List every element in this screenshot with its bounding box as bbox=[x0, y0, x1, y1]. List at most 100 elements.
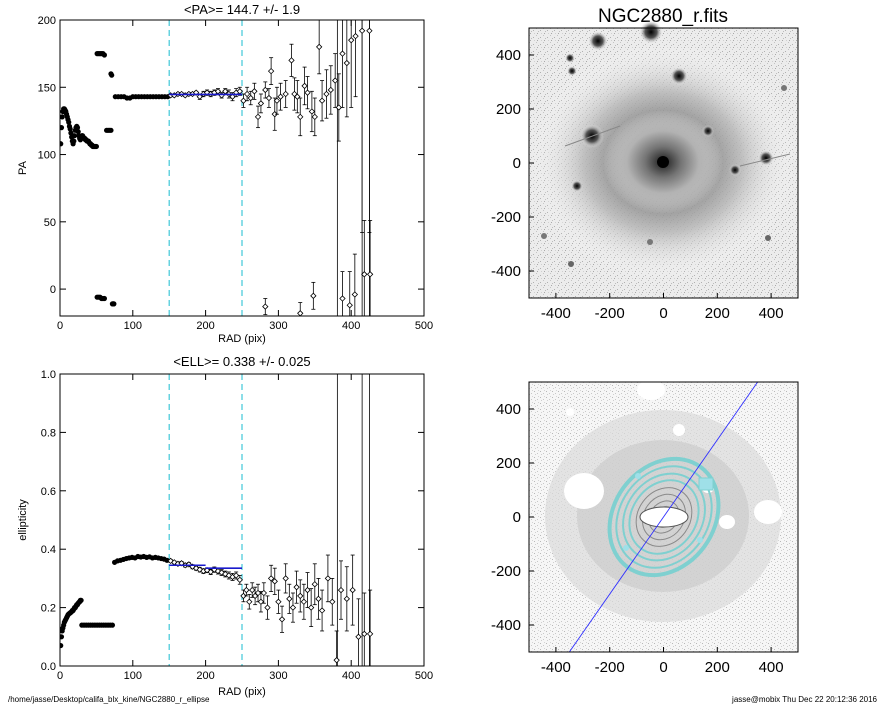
pa-diamond-point bbox=[229, 93, 236, 100]
pa-point bbox=[60, 125, 65, 131]
ell-diamond-point bbox=[300, 598, 308, 605]
pa-xtick-label: 400 bbox=[342, 320, 360, 332]
pa-point bbox=[71, 133, 78, 139]
pa-xtick-label: 100 bbox=[124, 320, 142, 332]
ell-diamond-point bbox=[315, 595, 322, 603]
ell-point bbox=[78, 597, 84, 603]
ell-diamond-point bbox=[233, 572, 240, 579]
pa-point bbox=[68, 130, 74, 136]
pa-point bbox=[109, 72, 115, 78]
pa-point bbox=[75, 129, 81, 135]
ell-xtick-label: 200 bbox=[196, 670, 214, 682]
pa-diamond-point bbox=[271, 111, 278, 118]
ell-diamond-point bbox=[366, 630, 374, 638]
ell-diamond-point bbox=[282, 575, 289, 582]
pa-diamond-point bbox=[247, 94, 254, 102]
ell-diamond-point bbox=[260, 589, 268, 597]
ell-diamond-point bbox=[329, 598, 336, 605]
ell-diamond-point bbox=[246, 598, 253, 605]
pa-point bbox=[111, 301, 117, 307]
pa-ylabel: PA bbox=[17, 160, 29, 175]
galaxy-image-panel: NGC2880_r.fits -400 -200 0 200 400 -400 bbox=[491, 6, 799, 322]
ell-ytick-label: 0.0 bbox=[41, 661, 56, 673]
pa-xlabel: RAD (pix) bbox=[218, 333, 266, 345]
ell-diamond-point bbox=[249, 586, 256, 594]
contour-image-ytick-label: -400 bbox=[491, 617, 521, 634]
pa-point bbox=[60, 141, 64, 147]
ell-xtick-label: 500 bbox=[415, 670, 433, 682]
contour-image-xtick-label: 200 bbox=[705, 659, 730, 676]
pa-axes: 0 100 200 300 400 500 0 50 100 150 200 bbox=[38, 15, 434, 332]
pa-diamond-point bbox=[240, 97, 247, 104]
ell-diamond-point bbox=[214, 567, 222, 575]
ell-diamond-point bbox=[271, 578, 278, 585]
image-xtick-label: -400 bbox=[541, 305, 571, 322]
masked-galaxy-image bbox=[529, 380, 798, 652]
pa-data-marks bbox=[60, 20, 374, 316]
contour-image-ytick-label: -200 bbox=[491, 563, 521, 580]
pa-diamond-point bbox=[218, 92, 225, 99]
pa-ytick-label: 100 bbox=[38, 150, 56, 162]
ell-data-marks bbox=[60, 374, 374, 666]
contour-image-xtick-label: 400 bbox=[759, 659, 784, 676]
ell-diamond-point bbox=[333, 656, 340, 664]
pa-xtick-label: 500 bbox=[415, 320, 433, 332]
pa-diamond-point bbox=[265, 94, 273, 102]
image-ytick-label: 0 bbox=[513, 155, 521, 172]
pa-diamond-point bbox=[351, 291, 359, 298]
pa-diamond-point bbox=[251, 88, 258, 95]
ell-frame bbox=[59, 373, 425, 667]
contour-image-xtick-label: 0 bbox=[659, 659, 667, 676]
ell-diamond-point bbox=[207, 568, 214, 576]
contour-image-xtick-label: -400 bbox=[541, 659, 571, 676]
pa-diamond-point bbox=[304, 89, 311, 96]
footer-stamp: jasse@mobix Thu Dec 22 20:12:36 2016 bbox=[732, 695, 877, 704]
ell-point bbox=[60, 634, 65, 640]
pa-diamond-point bbox=[273, 97, 281, 104]
ell-diamond-point bbox=[343, 595, 350, 603]
pa-point bbox=[71, 138, 77, 144]
ell-xtick-label: 300 bbox=[269, 670, 287, 682]
pa-diamond-point bbox=[358, 27, 366, 34]
ell-diamond-point bbox=[236, 576, 243, 584]
ell-diamond-point bbox=[297, 592, 304, 600]
pa-plot: <PA>= 144.7 +/- 1.9 0 100 200 300 400 500 0 50 1… bbox=[17, 2, 434, 345]
ell-diamond-point bbox=[278, 616, 286, 623]
ell-ytick-label: 0.2 bbox=[41, 603, 56, 615]
pa-diamond-point bbox=[366, 271, 374, 278]
pa-diamond-point bbox=[323, 90, 330, 98]
image-xtick-label: -200 bbox=[595, 305, 625, 322]
pa-diamond-point bbox=[316, 43, 323, 51]
pa-diamond-point bbox=[308, 108, 316, 115]
pa-ytick-label: 150 bbox=[38, 82, 56, 94]
position-angle-line bbox=[568, 381, 759, 653]
ell-title: <ELL>= 0.338 +/- 0.025 bbox=[173, 354, 310, 369]
pa-title: <PA>= 144.7 +/- 1.9 bbox=[184, 2, 300, 17]
ell-diamond-point bbox=[293, 583, 300, 591]
pa-ytick-label: 50 bbox=[44, 217, 56, 229]
pa-diamond-point bbox=[254, 113, 262, 121]
image-ytick-label: -200 bbox=[491, 209, 521, 226]
image-ytick-label: 200 bbox=[496, 101, 521, 118]
pa-point bbox=[93, 143, 99, 150]
pa-diamond-point bbox=[361, 271, 368, 278]
ell-ytick-label: 0.6 bbox=[41, 486, 56, 498]
ell-diamond-point bbox=[311, 581, 318, 588]
pa-diamond-point bbox=[257, 100, 265, 107]
ell-ytick-label: 0.8 bbox=[41, 427, 56, 439]
pa-diamond-point bbox=[348, 37, 355, 44]
pa-point bbox=[74, 125, 81, 131]
pa-diamond-point bbox=[301, 82, 308, 90]
ell-diamond-point bbox=[240, 592, 247, 600]
pa-xtick-label: 0 bbox=[57, 320, 63, 332]
pa-diamond-point bbox=[288, 57, 295, 64]
contour-image-xtick-label: -200 bbox=[595, 659, 625, 676]
ell-diamond-point bbox=[286, 595, 293, 603]
ell-xtick-label: 0 bbox=[57, 670, 63, 682]
pa-diamond-point bbox=[327, 86, 334, 94]
ell-diamond-point bbox=[185, 561, 193, 568]
pa-diamond-point bbox=[297, 113, 304, 121]
image-xtick-label: 200 bbox=[705, 305, 730, 322]
pa-point bbox=[60, 114, 65, 120]
